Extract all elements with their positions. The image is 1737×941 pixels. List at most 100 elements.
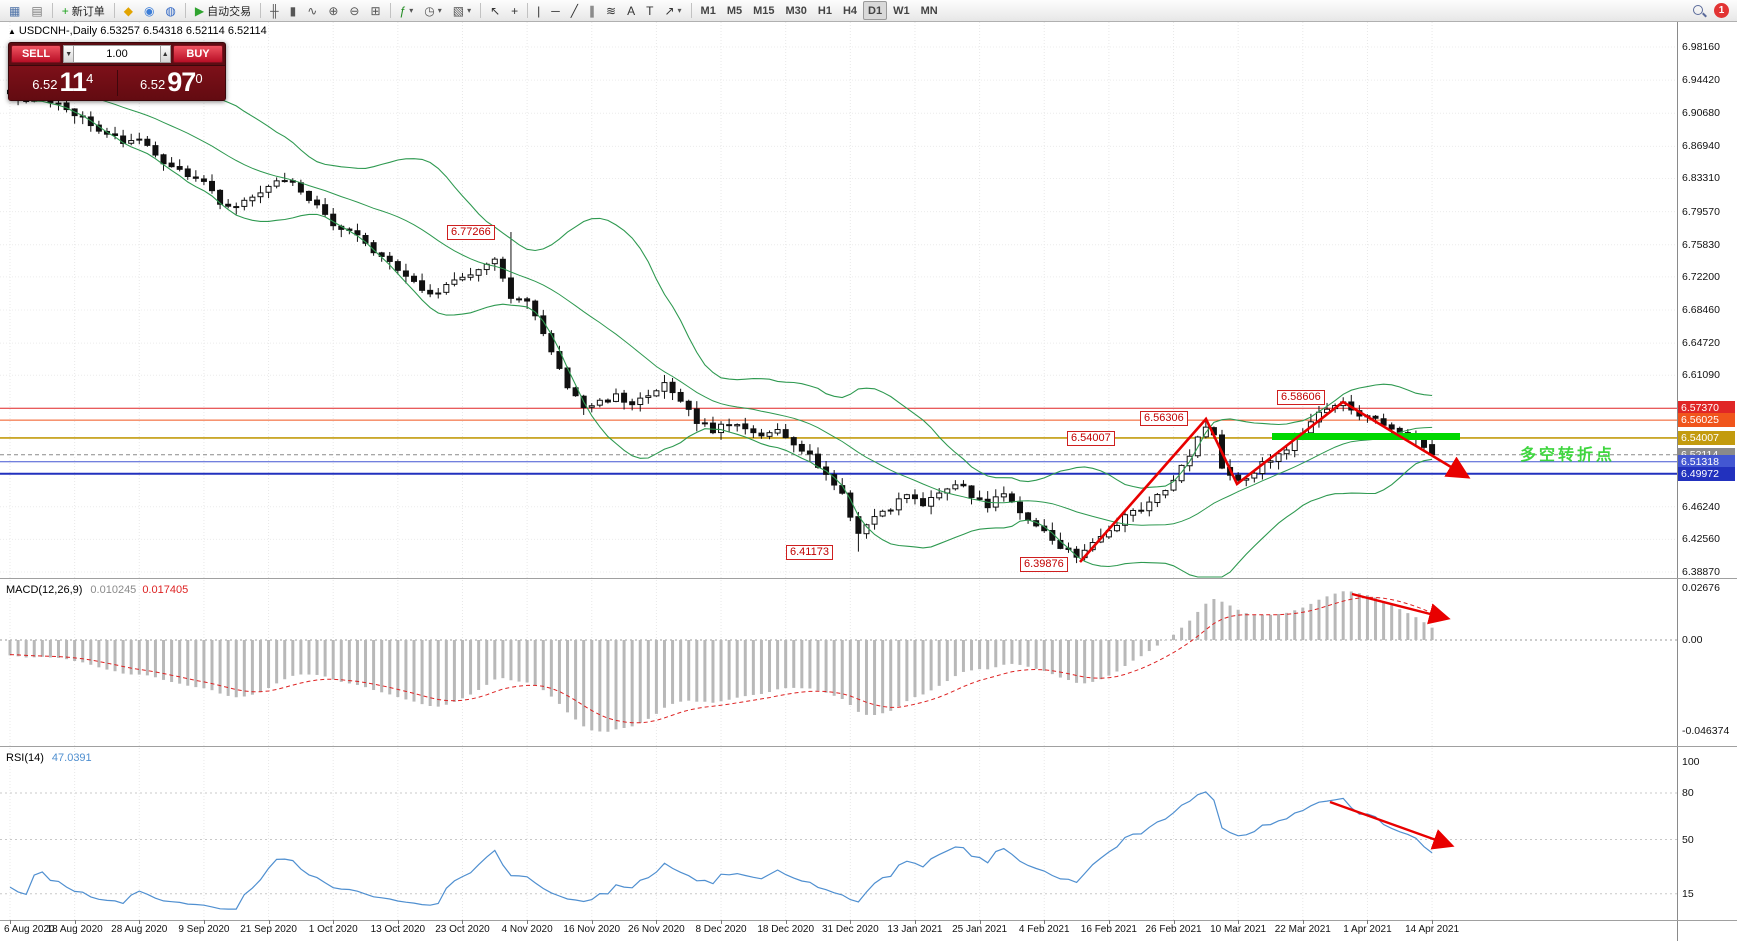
tile-windows-icon: ⊞ [370, 3, 381, 18]
dropdown-arrow-icon: ▾ [467, 6, 472, 15]
indicators-button[interactable]: ƒ ▾ [395, 1, 419, 20]
new-order-icon: + [61, 3, 69, 18]
market-icon-icon: ◍ [165, 3, 176, 18]
autotrading-button[interactable]: ▶ 自动交易 [190, 1, 256, 20]
new-chart-icon: ▦ [9, 3, 21, 18]
zoom-out-icon: ⊖ [349, 3, 360, 18]
bollinger-bands [9, 68, 1433, 578]
horizontal-line-icon: ─ [551, 3, 560, 18]
grid [0, 22, 1677, 920]
crosshair-icon: + [511, 3, 519, 18]
toolbar-separator [389, 3, 391, 18]
bid-prefix: 6.52 [32, 76, 58, 92]
chart-bars-button[interactable]: ╫ [265, 1, 284, 20]
timeframe-w1-button[interactable]: W1 [888, 1, 915, 20]
trendline-button[interactable]: ╱ [566, 1, 583, 20]
trade-panel-controls: SELL ▼ ▲ BUY [9, 43, 225, 65]
notification-badge[interactable]: 1 [1714, 3, 1729, 18]
cursor-icon: ↖ [490, 3, 501, 18]
chart-candles-button[interactable]: ▮ [285, 1, 302, 20]
channel-icon: ∥ [589, 3, 596, 18]
pane-separator-axis [0, 920, 1737, 921]
market-icon-button[interactable]: ◍ [160, 1, 180, 20]
toolbar-separator [527, 3, 529, 18]
timeframe-m1-button[interactable]: M1 [696, 1, 721, 20]
bid-big-digits: 11 [59, 66, 88, 97]
toolbar: ▦ ▤ + 新订单 ◆ ◉ ◍ ▶ 自动交易 ╫ ▮ ∿ ⊕ ⊖ ⊞ ƒ ▾ ◷ ▾ ▧ ▾ ↖ + | ─ ╱ ∥ ≋ A T ↗ ▾ M1 M… [0, 0, 1737, 22]
zoom-in-button[interactable]: ⊕ [323, 1, 343, 20]
sell-button[interactable]: SELL [11, 45, 61, 63]
trendline-icon: ╱ [570, 3, 579, 18]
profiles-button[interactable]: ▤ [26, 1, 47, 20]
toolbar-separator [113, 3, 115, 18]
crosshair-button[interactable]: + [506, 1, 523, 20]
lot-size-control: ▼ ▲ [63, 45, 171, 63]
rsi-line [9, 791, 1433, 910]
text-icon: A [627, 3, 636, 18]
trade-panel-prices: 6.52 11 4 6.52 97 0 [9, 65, 225, 100]
green-support-zone[interactable] [1272, 433, 1460, 440]
dropdown-arrow-icon: ▾ [409, 6, 414, 15]
horizontal-line-button[interactable]: ─ [546, 1, 565, 20]
vertical-line-button[interactable]: | [532, 1, 545, 20]
chart-bars-icon: ╫ [270, 3, 279, 18]
timeframe-mn-button[interactable]: MN [916, 1, 943, 20]
dropdown-arrow-icon: ▾ [677, 6, 682, 15]
arrows-button[interactable]: ↗ ▾ [659, 1, 686, 20]
toolbar-separator [480, 3, 482, 18]
timeframe-m30-button[interactable]: M30 [781, 1, 812, 20]
dropdown-arrow-icon: ▾ [437, 6, 442, 15]
community-icon-icon: ◉ [143, 3, 155, 18]
vertical-line-icon: | [537, 3, 541, 18]
macd-signal-line [9, 596, 1433, 724]
new-order-button-label: 新订单 [71, 5, 105, 18]
label-button[interactable]: T [641, 1, 658, 20]
community-icon-button[interactable]: ◉ [139, 1, 159, 20]
lot-decrease-button[interactable]: ▼ [63, 45, 75, 63]
fibonacci-icon: ≋ [606, 3, 617, 18]
tile-windows-button[interactable]: ⊞ [365, 1, 385, 20]
new-chart-button[interactable]: ▦ [4, 1, 25, 20]
buy-button[interactable]: BUY [173, 45, 223, 63]
search-icon[interactable] [1692, 4, 1706, 18]
period-menu-button[interactable]: ◷ ▾ [419, 1, 447, 20]
ask-price[interactable]: 6.52 97 0 [118, 66, 226, 98]
bid-price[interactable]: 6.52 11 4 [9, 66, 117, 98]
templates-icon: ▧ [452, 3, 465, 18]
channel-button[interactable]: ∥ [584, 1, 600, 20]
horizontal-price-lines[interactable] [0, 407, 1677, 475]
cursor-button[interactable]: ↖ [485, 1, 505, 20]
price-scale[interactable] [1677, 22, 1737, 941]
templates-button[interactable]: ▧ ▾ [448, 1, 476, 20]
toolbar-separator [260, 3, 262, 18]
trend-zigzag-arrow[interactable] [1079, 400, 1471, 563]
timeframe-m15-button[interactable]: M15 [748, 1, 779, 20]
chart-candles-icon: ▮ [289, 3, 297, 18]
ask-pipette: 0 [195, 70, 203, 86]
lot-increase-button[interactable]: ▲ [159, 45, 171, 63]
toolbar-separator [690, 3, 692, 18]
new-order-button[interactable]: + 新订单 [57, 1, 110, 20]
zoom-in-icon: ⊕ [328, 3, 339, 18]
zoom-out-button[interactable]: ⊖ [344, 1, 364, 20]
profiles-icon: ▤ [31, 3, 43, 18]
timeframe-h1-button[interactable]: H1 [813, 1, 837, 20]
rsi-down-arrow[interactable] [1329, 800, 1455, 850]
indicators-icon: ƒ [399, 3, 407, 18]
timeframe-d1-button[interactable]: D1 [863, 1, 888, 20]
macd-down-arrow[interactable] [1351, 592, 1451, 625]
pane-separator-macd-rsi[interactable] [0, 746, 1737, 747]
text-button[interactable]: A [622, 1, 640, 20]
ask-big-digits: 97 [167, 66, 196, 97]
chart-line-button[interactable]: ∿ [302, 1, 322, 20]
pane-separator-main-macd[interactable] [0, 578, 1737, 579]
timeframe-m5-button[interactable]: M5 [722, 1, 747, 20]
deposit-icon-button[interactable]: ◆ [119, 1, 138, 20]
lot-size-input[interactable] [74, 45, 160, 63]
time-scale[interactable] [0, 921, 1677, 941]
fibonacci-button[interactable]: ≋ [601, 1, 621, 20]
timeframe-h4-button[interactable]: H4 [838, 1, 862, 20]
